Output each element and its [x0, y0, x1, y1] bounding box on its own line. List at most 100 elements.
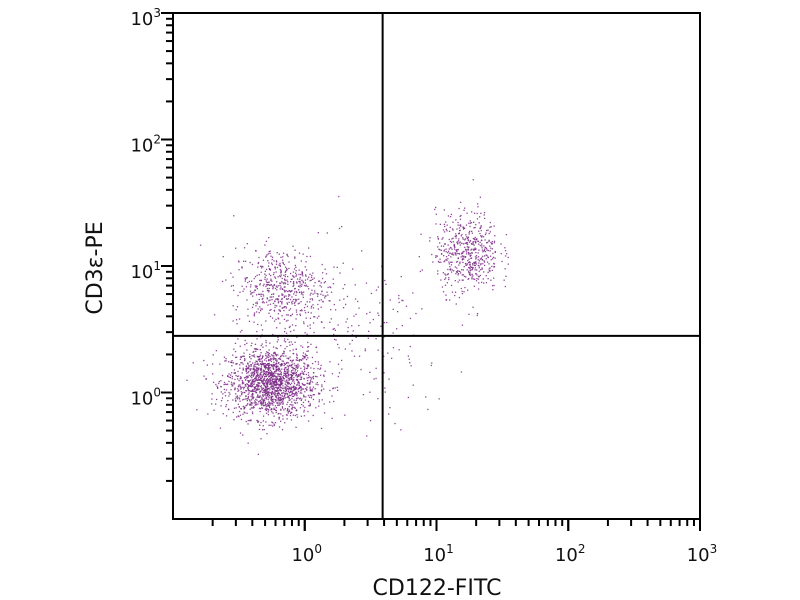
data-point — [279, 310, 281, 312]
data-point — [364, 350, 366, 352]
data-point — [427, 408, 429, 411]
data-point — [397, 311, 399, 313]
data-point — [278, 379, 280, 381]
data-point — [302, 296, 304, 298]
data-point — [383, 355, 385, 357]
data-point — [291, 324, 294, 326]
data-point — [481, 259, 484, 261]
data-point — [288, 409, 290, 411]
data-point — [259, 373, 261, 375]
data-point — [335, 339, 337, 341]
data-point — [454, 235, 456, 237]
data-point — [477, 203, 479, 205]
data-point — [260, 385, 263, 387]
data-point — [274, 391, 276, 393]
data-point — [279, 373, 282, 375]
data-point — [268, 391, 270, 394]
data-point — [321, 385, 323, 388]
data-point — [296, 416, 299, 418]
data-point — [451, 269, 453, 271]
data-point — [231, 377, 233, 380]
data-point — [287, 367, 289, 369]
data-point — [236, 375, 239, 378]
data-point — [472, 306, 474, 308]
data-point — [254, 285, 256, 287]
data-point — [317, 308, 319, 310]
data-point — [280, 373, 282, 375]
data-point — [264, 375, 266, 378]
data-point — [504, 250, 507, 252]
data-point — [459, 241, 461, 243]
data-point — [281, 380, 283, 382]
data-point — [270, 384, 272, 386]
data-point — [235, 396, 237, 398]
data-point — [285, 381, 287, 383]
data-point — [401, 324, 403, 327]
data-point — [269, 252, 271, 255]
data-point — [479, 227, 481, 230]
data-point — [259, 355, 261, 358]
data-point — [469, 264, 471, 266]
data-point — [301, 283, 303, 285]
data-point — [296, 278, 299, 280]
data-point — [199, 244, 202, 246]
data-point — [231, 372, 233, 374]
data-point — [239, 414, 242, 416]
data-point — [344, 414, 346, 416]
data-point — [217, 386, 219, 389]
data-point — [253, 368, 256, 370]
data-point — [494, 251, 496, 253]
data-point — [321, 399, 323, 401]
data-point — [429, 237, 431, 239]
data-point — [265, 404, 267, 406]
data-point — [259, 392, 261, 394]
data-point — [256, 288, 258, 290]
data-point — [247, 390, 249, 392]
data-point — [215, 383, 217, 386]
data-point — [474, 236, 476, 239]
data-point — [258, 293, 260, 295]
data-point — [271, 376, 273, 378]
data-point — [237, 338, 239, 340]
data-point — [388, 378, 390, 380]
data-point — [249, 404, 251, 406]
data-point — [299, 397, 301, 399]
data-point — [251, 407, 253, 409]
data-point — [250, 365, 252, 368]
data-point — [245, 369, 247, 371]
data-point — [278, 362, 280, 364]
data-point — [281, 288, 283, 290]
data-point — [256, 383, 258, 386]
data-point — [296, 378, 298, 381]
data-point — [274, 380, 277, 382]
data-point — [254, 390, 256, 392]
data-point — [250, 368, 252, 370]
data-point — [287, 409, 289, 411]
data-point — [286, 369, 288, 371]
data-point — [292, 369, 294, 371]
data-point — [239, 356, 242, 358]
data-point — [271, 263, 273, 266]
data-point — [286, 418, 288, 420]
data-point — [225, 389, 228, 391]
data-point — [490, 259, 492, 261]
data-point — [338, 195, 340, 198]
data-point — [301, 309, 303, 311]
data-point — [387, 352, 389, 354]
data-point — [472, 242, 474, 244]
data-point — [312, 376, 314, 378]
data-point — [284, 327, 286, 330]
data-point — [269, 359, 271, 361]
data-point — [279, 398, 282, 400]
data-point — [259, 363, 262, 365]
data-point — [291, 401, 293, 403]
data-point — [246, 377, 248, 379]
data-point — [258, 385, 260, 387]
data-point — [231, 360, 233, 362]
data-point — [277, 368, 279, 370]
data-point — [286, 302, 288, 304]
data-point — [448, 261, 450, 263]
data-point — [255, 250, 257, 252]
data-point — [445, 228, 447, 230]
data-point — [276, 305, 278, 307]
